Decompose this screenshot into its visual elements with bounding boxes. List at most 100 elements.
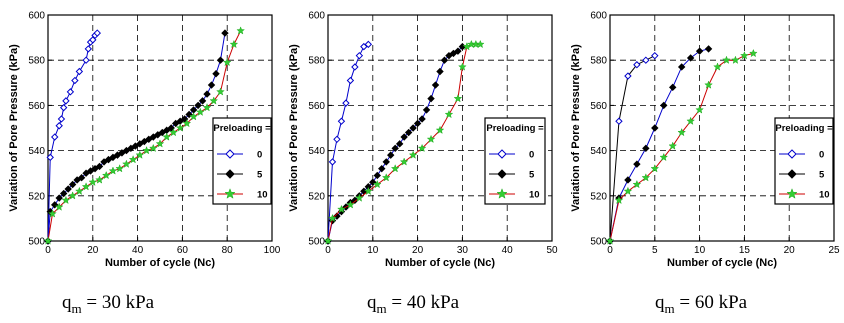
data-point xyxy=(346,76,355,85)
y-tick-label: 540 xyxy=(308,146,325,157)
data-point xyxy=(677,63,686,71)
y-axis-title: Variation of Pore Pressure (kPa) xyxy=(288,44,300,212)
legend-label: 5 xyxy=(257,170,263,181)
y-tick-label: 500 xyxy=(28,237,45,248)
data-point xyxy=(104,155,113,164)
data-point xyxy=(48,209,57,218)
caption-rest: = 60 kPa xyxy=(674,292,748,313)
data-point xyxy=(171,119,180,128)
x-axis-title: Number of cycle (Nc) xyxy=(385,257,495,269)
data-point xyxy=(46,153,54,162)
y-tick-label: 520 xyxy=(590,191,607,202)
data-point xyxy=(404,128,413,137)
data-point xyxy=(373,171,381,180)
data-point xyxy=(399,157,409,166)
legend-label: 5 xyxy=(529,170,535,181)
x-tick-label: 10 xyxy=(694,245,706,256)
caption-rest: = 30 kPa xyxy=(81,292,155,313)
series-5 xyxy=(606,45,713,245)
data-point xyxy=(786,188,798,199)
data-point xyxy=(140,137,149,146)
data-point xyxy=(695,47,704,55)
data-point xyxy=(669,83,677,92)
data-point xyxy=(360,42,368,51)
data-point xyxy=(642,56,650,64)
data-point xyxy=(81,182,91,191)
x-tick-label: 10 xyxy=(367,245,379,256)
data-point xyxy=(55,194,63,202)
x-tick-label: 60 xyxy=(177,245,189,256)
data-point xyxy=(713,62,722,71)
data-point xyxy=(731,55,740,64)
data-point xyxy=(113,151,122,159)
y-tick-label: 600 xyxy=(28,11,45,22)
legend-label: 0 xyxy=(257,150,262,161)
data-point xyxy=(787,169,797,179)
data-point xyxy=(77,174,86,182)
legend-box xyxy=(484,117,546,205)
data-point xyxy=(95,162,104,171)
data-point xyxy=(453,94,463,103)
data-point xyxy=(88,177,98,186)
caption-main: q xyxy=(367,292,377,313)
data-point xyxy=(212,70,220,78)
y-tick-label: 600 xyxy=(590,11,607,22)
caption-chart-1: qm = 30 kPa xyxy=(62,292,154,317)
data-point xyxy=(381,173,391,182)
x-tick-label: 25 xyxy=(828,245,840,256)
series-5 xyxy=(44,29,229,245)
data-point xyxy=(73,176,81,184)
data-point xyxy=(158,128,166,137)
data-point xyxy=(651,124,659,132)
data-point xyxy=(222,57,232,67)
plot-frame xyxy=(327,14,553,242)
series-line xyxy=(327,43,369,242)
data-point xyxy=(417,143,427,153)
data-point xyxy=(440,56,449,64)
data-point xyxy=(101,170,111,180)
data-point xyxy=(409,124,417,132)
data-point xyxy=(497,169,507,179)
data-point xyxy=(650,164,660,173)
data-point xyxy=(216,87,225,96)
x-tick-label: 5 xyxy=(652,245,658,256)
data-point xyxy=(435,125,445,134)
data-point xyxy=(136,140,144,148)
x-axis-title: Number of cycle (Nc) xyxy=(105,257,215,269)
data-point xyxy=(390,164,400,173)
legend-title: Preloading = xyxy=(775,123,833,134)
series-5 xyxy=(324,42,467,245)
data-point xyxy=(149,133,157,141)
data-point xyxy=(59,189,68,198)
x-tick-label: 40 xyxy=(132,245,144,256)
y-tick-label: 540 xyxy=(590,146,607,157)
series-line xyxy=(609,52,754,242)
data-point xyxy=(236,26,246,35)
data-point xyxy=(86,167,95,175)
data-point xyxy=(427,94,435,103)
data-point xyxy=(198,97,207,105)
legend: Preloading = 0 5 10 xyxy=(774,117,834,205)
data-point xyxy=(224,188,236,199)
legend-box xyxy=(774,117,834,205)
data-point xyxy=(382,158,390,166)
data-point xyxy=(449,49,458,58)
x-tick-label: 0 xyxy=(45,245,51,256)
data-point xyxy=(395,140,404,148)
data-point xyxy=(623,186,633,196)
y-tick-label: 560 xyxy=(590,101,607,112)
x-tick-label: 30 xyxy=(457,245,469,256)
caption-main: q xyxy=(62,292,72,313)
data-point xyxy=(51,133,59,141)
data-point xyxy=(328,213,337,223)
series-10 xyxy=(605,48,758,245)
data-point xyxy=(127,144,135,153)
data-point xyxy=(633,61,641,69)
data-point xyxy=(55,122,63,130)
data-point xyxy=(704,45,713,53)
series-10 xyxy=(43,26,246,245)
data-point xyxy=(91,164,99,173)
data-point xyxy=(624,72,632,80)
plot-frame xyxy=(609,14,835,242)
